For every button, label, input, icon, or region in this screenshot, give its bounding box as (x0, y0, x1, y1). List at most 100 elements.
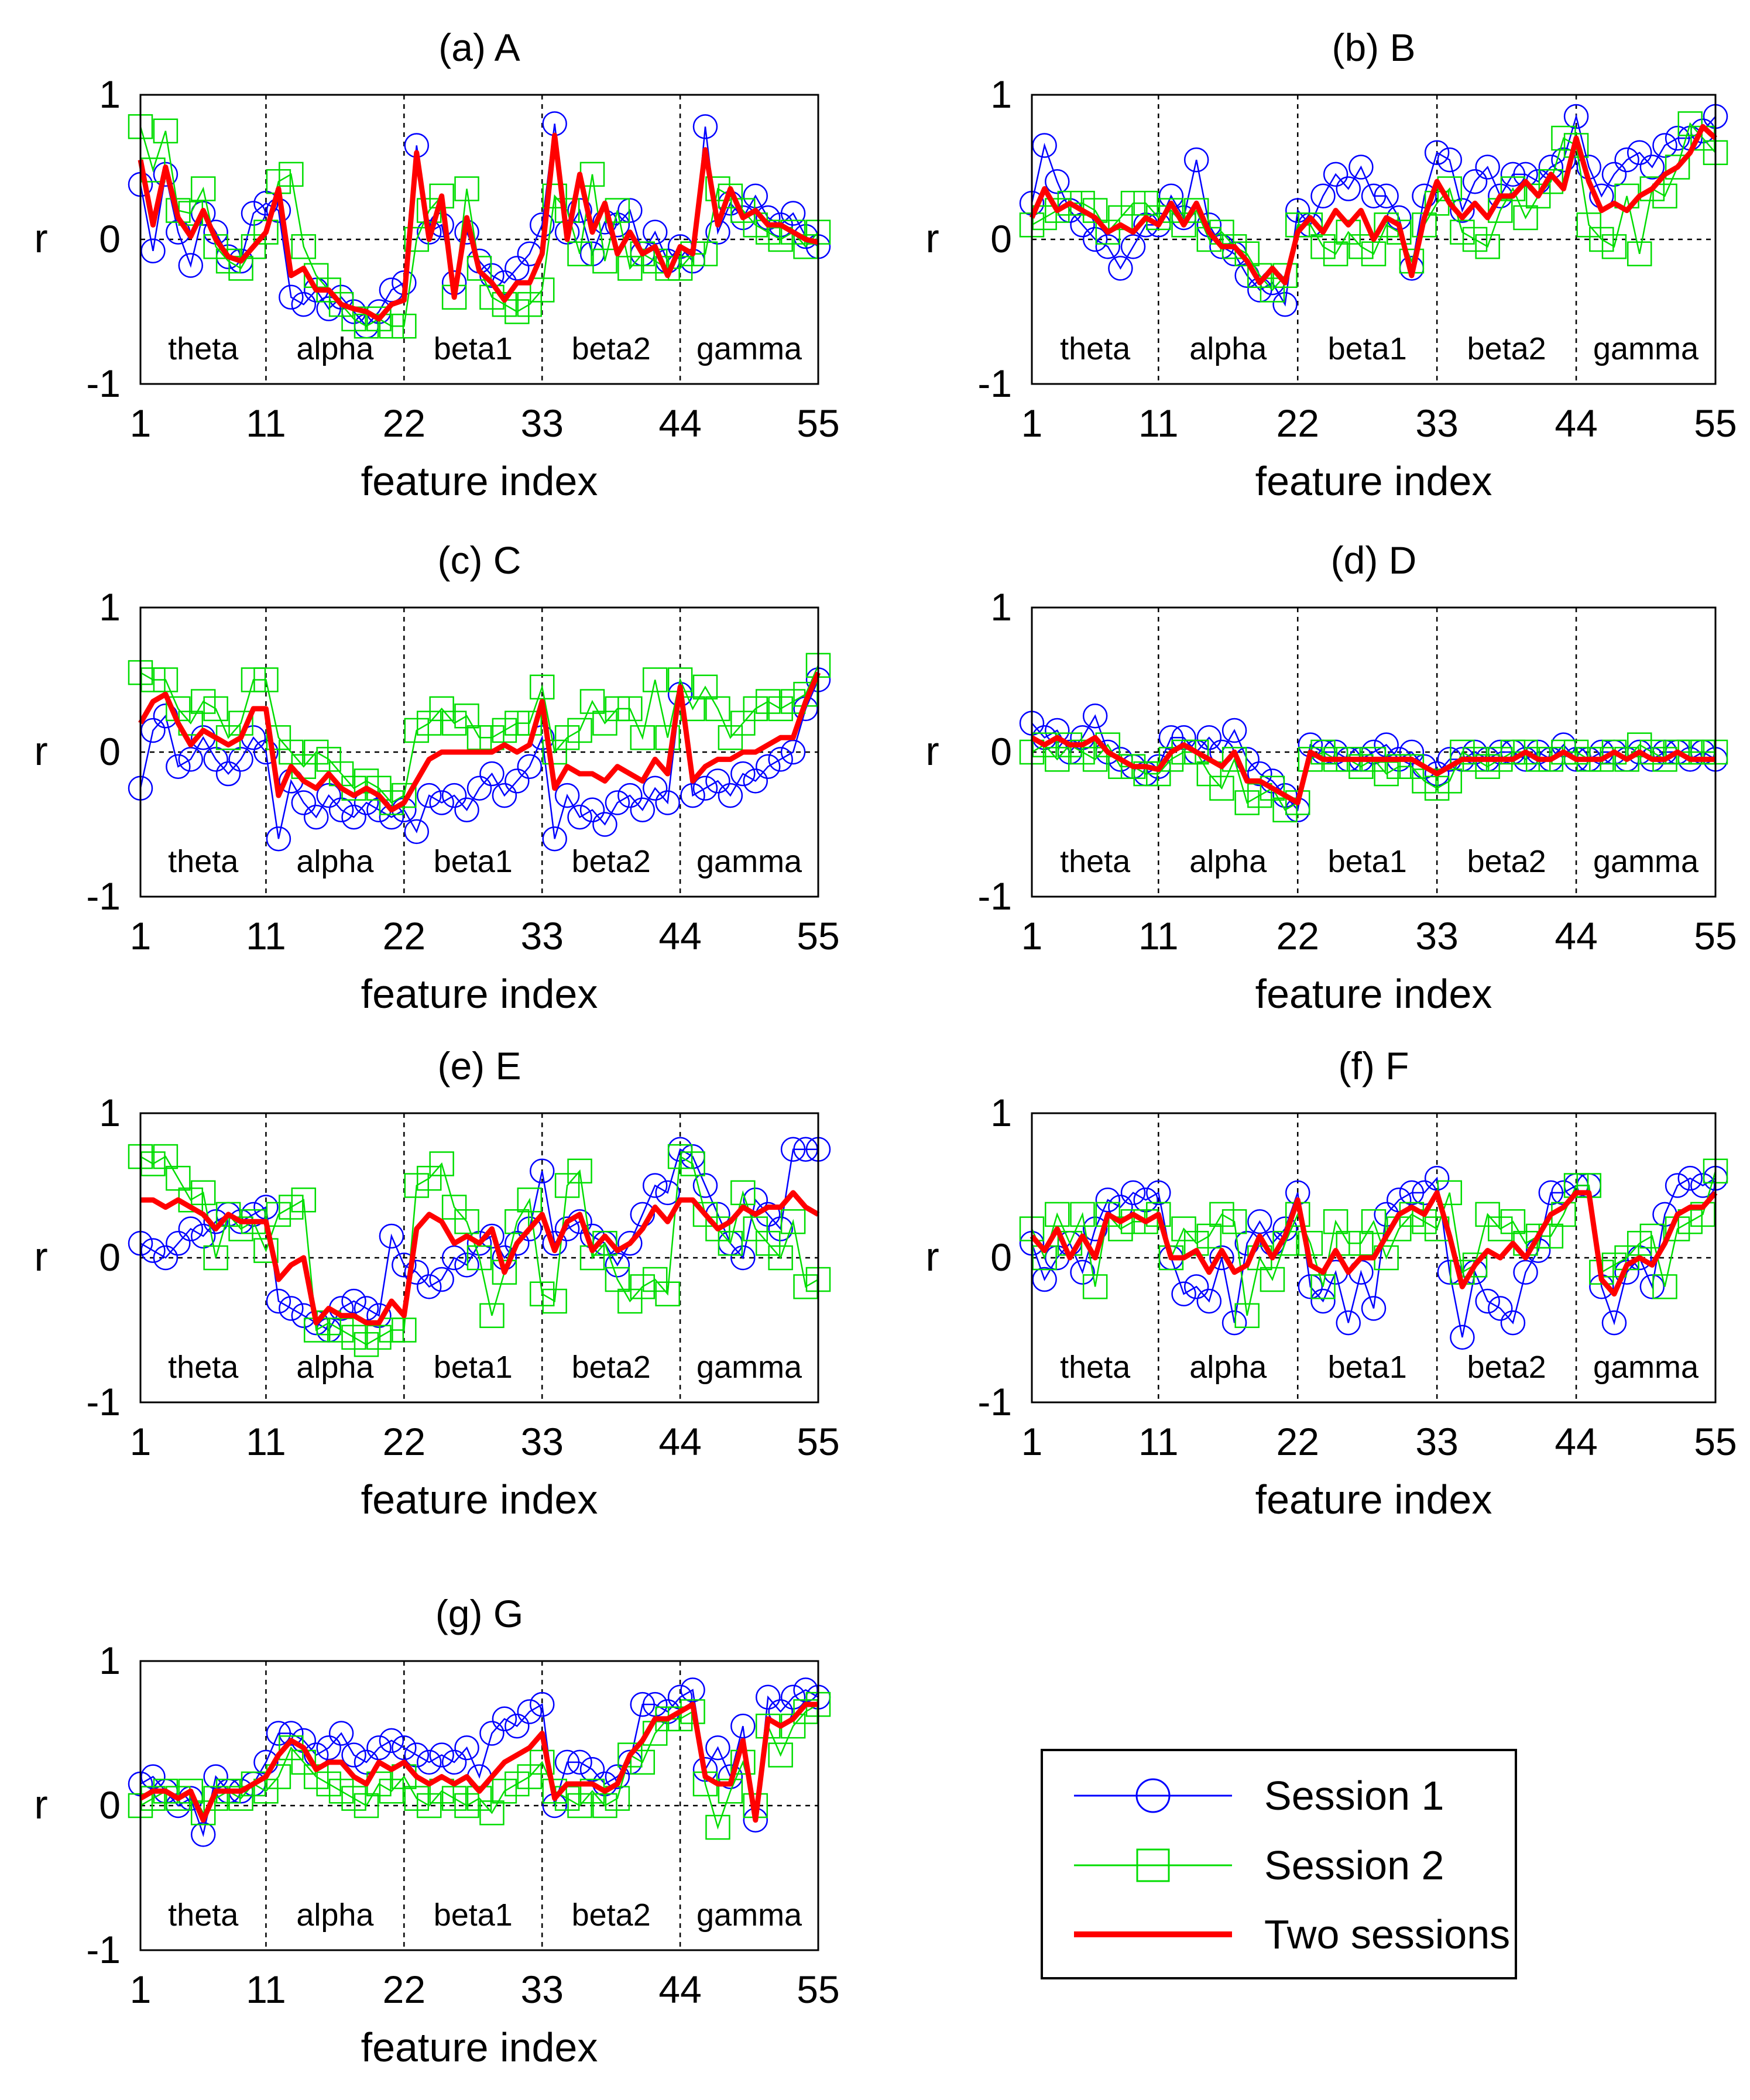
session1-marker (1336, 1310, 1361, 1336)
session1-marker (416, 1274, 442, 1299)
session2-marker (1336, 219, 1361, 245)
session2-marker (316, 747, 341, 772)
plot-area-frame (139, 1112, 819, 1404)
session2-marker (479, 1303, 505, 1329)
session2-marker (1475, 234, 1500, 259)
x-tick-label: 1 (130, 1968, 152, 2011)
session2-marker (392, 313, 417, 339)
session2-marker (492, 1260, 517, 1285)
session2-marker (1639, 176, 1665, 201)
x-tick-label: 22 (383, 914, 426, 958)
session1-marker (253, 739, 279, 765)
session2-marker (429, 696, 454, 722)
session2-marker (1500, 176, 1526, 201)
session2-marker (354, 1793, 379, 1818)
session2-marker (341, 1324, 366, 1350)
session1-marker (517, 1699, 543, 1724)
session1-marker (479, 1223, 505, 1249)
session2-marker (1601, 234, 1627, 259)
session1-marker (366, 1735, 392, 1761)
x-tick-label: 55 (1694, 402, 1737, 445)
band-label: alpha (1189, 844, 1267, 879)
session1-marker (1450, 1324, 1475, 1350)
session2-marker (730, 711, 756, 736)
session1-marker (466, 1231, 492, 1256)
session2-marker (554, 1173, 580, 1198)
session2-marker (253, 1238, 279, 1263)
session1-marker (1424, 761, 1450, 787)
session2-marker (441, 1786, 467, 1811)
session2-marker (1158, 747, 1184, 772)
session1-marker (755, 205, 781, 231)
legend-session2-label: Session 2 (1264, 1842, 1444, 1888)
two-sessions-series (1030, 1190, 1718, 1297)
two-sessions-series (139, 1701, 818, 1823)
y-tick-label: 0 (990, 1236, 1012, 1279)
session2-marker (379, 1317, 404, 1343)
session1-marker (592, 812, 617, 837)
session1-marker (542, 1231, 567, 1256)
session2-marker (768, 1742, 793, 1768)
session1-marker (404, 1260, 430, 1285)
session1-marker (279, 1721, 304, 1746)
session2-marker (517, 1187, 543, 1213)
session2-marker (680, 1151, 705, 1176)
session2-marker (190, 176, 216, 201)
band-label: gamma (1593, 1350, 1699, 1385)
session2-marker (630, 725, 656, 750)
chart-title: (d) D (1331, 538, 1417, 582)
session2-marker (655, 725, 680, 750)
session2-marker (1272, 263, 1298, 288)
session2-marker (153, 1144, 179, 1169)
session2-marker (1665, 739, 1690, 765)
session2-marker (705, 1216, 730, 1241)
session2-marker (517, 291, 543, 317)
session1-marker (379, 1223, 404, 1249)
session1-marker (416, 783, 442, 808)
session2-marker (505, 1209, 530, 1234)
y-axis-label: r (34, 1782, 47, 1827)
session2-marker (1133, 191, 1158, 216)
session2-marker (466, 256, 492, 281)
y-tick-label: 1 (990, 585, 1012, 629)
session1-marker (642, 776, 668, 801)
session1-marker (705, 1735, 730, 1761)
y-tick-label: -1 (977, 874, 1012, 918)
plot-area-frame (1031, 606, 1717, 898)
two-sessions-series (138, 671, 821, 813)
session1-marker (228, 747, 253, 772)
session1-marker (1614, 147, 1639, 173)
chart-title: (e) E (437, 1044, 521, 1087)
session1-marker (1361, 183, 1387, 209)
y-tick-label: 1 (99, 73, 121, 116)
session2-marker (1183, 739, 1209, 765)
session1-marker (266, 826, 291, 852)
session2-marker (1462, 227, 1488, 252)
session2-marker (567, 241, 592, 266)
x-tick-label: 11 (1138, 914, 1179, 958)
session2-marker (178, 1779, 204, 1804)
two-sessions-line (1029, 123, 1718, 286)
session2-marker (166, 1165, 191, 1191)
session2-marker (1323, 1209, 1348, 1234)
session2-marker (1652, 1274, 1677, 1299)
session2-marker (1209, 1202, 1234, 1227)
session2-marker (190, 1800, 216, 1826)
session1-marker (743, 183, 768, 209)
session2-marker (1095, 732, 1121, 757)
band-label: beta2 (1467, 331, 1546, 366)
y-axis-label: r (34, 728, 47, 774)
session2-marker (379, 313, 404, 339)
session2-marker (190, 1180, 216, 1206)
x-tick-label: 11 (246, 914, 286, 958)
session2-marker (1057, 191, 1083, 216)
session2-marker (517, 1764, 543, 1789)
session1-marker (505, 256, 530, 281)
session2-marker (1070, 1202, 1095, 1227)
session2-marker (354, 768, 379, 794)
session2-marker (441, 1195, 467, 1220)
session2-marker (253, 667, 279, 692)
session2-marker (529, 1749, 555, 1775)
session1-marker (605, 790, 630, 815)
